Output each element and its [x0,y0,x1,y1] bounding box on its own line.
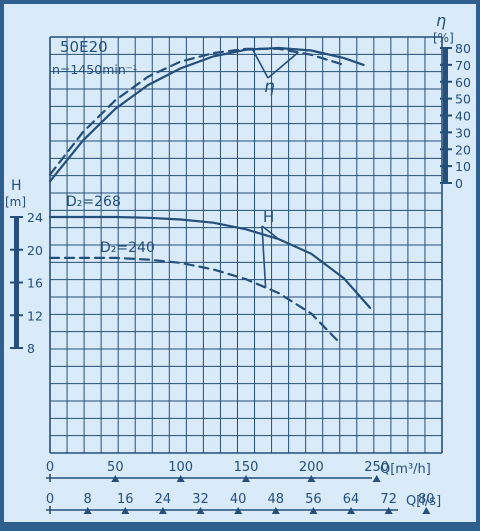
x-axis-secondary-tick-label: 16 [117,492,134,507]
efficiency-axis-tick-label: 50 [455,92,471,107]
efficiency-axis-tick-label: 60 [455,75,471,90]
efficiency-axis-unit: [%] [433,31,454,45]
x-axis-secondary-tick [271,507,280,514]
x-axis-primary-tick [372,475,381,482]
x-axis-secondary-tick-label: 40 [230,492,247,507]
efficiency-axis-tick-label: 30 [455,125,471,140]
head-label-leader [261,225,280,240]
efficiency-label-leader [251,48,269,79]
x-axis-secondary-tick-label: 72 [380,492,397,507]
x-axis-primary-tick-label: 100 [168,460,193,475]
x-axis-primary-tick [176,475,185,482]
head-axis-tick-label: 16 [27,276,43,291]
efficiency-axis-tick-label: 20 [455,142,471,157]
x-axis-secondary-tick [309,507,318,514]
efficiency-axis-tick-label: 0 [455,176,463,191]
x-axis-secondary-tick-label: 8 [83,492,91,507]
labels: 50E20 n=1450min⁻¹ D₂=268 D₂=240 H η H [m… [5,11,454,509]
paper-background [4,4,476,522]
x-axis-secondary-tick [347,507,356,514]
x-axis-secondary-tick-label: 80 [418,492,435,507]
efficiency-curve-d268 [48,46,365,183]
x-axis-secondary-tick-label: 56 [305,492,322,507]
x-axis-primary-tick-label: 150 [234,460,259,475]
efficiency-axis-tick-label: 10 [455,159,471,174]
x-axis-secondary-tick-label: 64 [343,492,360,507]
head-curve-d268 [48,215,372,309]
x-axis-primary-label: Q[m³/h] [380,462,431,477]
x-axis-primary-tick [307,475,316,482]
head-axis-tick-label: 12 [27,308,43,323]
x-axis-primary-tick [242,475,250,482]
head-axis-label: H [11,178,22,194]
x-axis-secondary-tick-label: 48 [268,492,285,507]
series [48,46,372,342]
series-label-d268: D₂=268 [66,194,121,210]
head-curves-label: H [263,208,274,226]
efficiency-axis-tick-label: 40 [455,109,471,124]
x-axis-primary-tick-label: 200 [299,460,324,475]
x-axis-secondary-tick [158,507,167,514]
efficiency-axis-label: η [436,11,446,30]
efficiency-axis-tick-label: 80 [455,41,471,56]
head-axis-unit: [m] [5,195,26,209]
head-axis-tick-label: 24 [27,210,43,225]
efficiency-curve-d240 [48,47,346,176]
head-curve-d240 [48,256,339,342]
x-axis-secondary-tick-label: 32 [192,492,209,507]
x-axis-secondary-tick [234,507,243,514]
efficiency-label-leader [267,51,299,79]
efficiency-axis-tick-label: 70 [455,58,471,73]
x-axis-primary-tick-label: 0 [46,460,54,475]
x-axis-secondary-label: Q[l/s] [406,494,441,509]
x-axis-primary-tick-label: 250 [364,460,389,475]
grid [49,36,443,454]
x-axis-secondary-tick [384,507,393,514]
chart-title: 50E20 [60,38,108,56]
chart-subtitle: n=1450min⁻¹ [52,62,137,77]
head-label-leader [261,225,267,288]
efficiency-curves-label: η [264,77,275,97]
series-label-d240: D₂=240 [100,240,155,256]
x-axis-primary-tick-label: 50 [107,460,124,475]
x-axis-secondary-tick-label: 24 [155,492,172,507]
x-axis-secondary-tick [196,507,205,514]
x-axis-secondary-tick [422,507,431,514]
x-axis-secondary-tick [121,507,130,514]
head-axis-tick-label: 20 [27,243,43,258]
head-axis-tick-label: 8 [27,341,35,356]
x-axis-secondary-tick [83,507,92,514]
x-axis-secondary-tick-label: 0 [46,492,54,507]
x-axis-primary-tick [111,475,120,482]
